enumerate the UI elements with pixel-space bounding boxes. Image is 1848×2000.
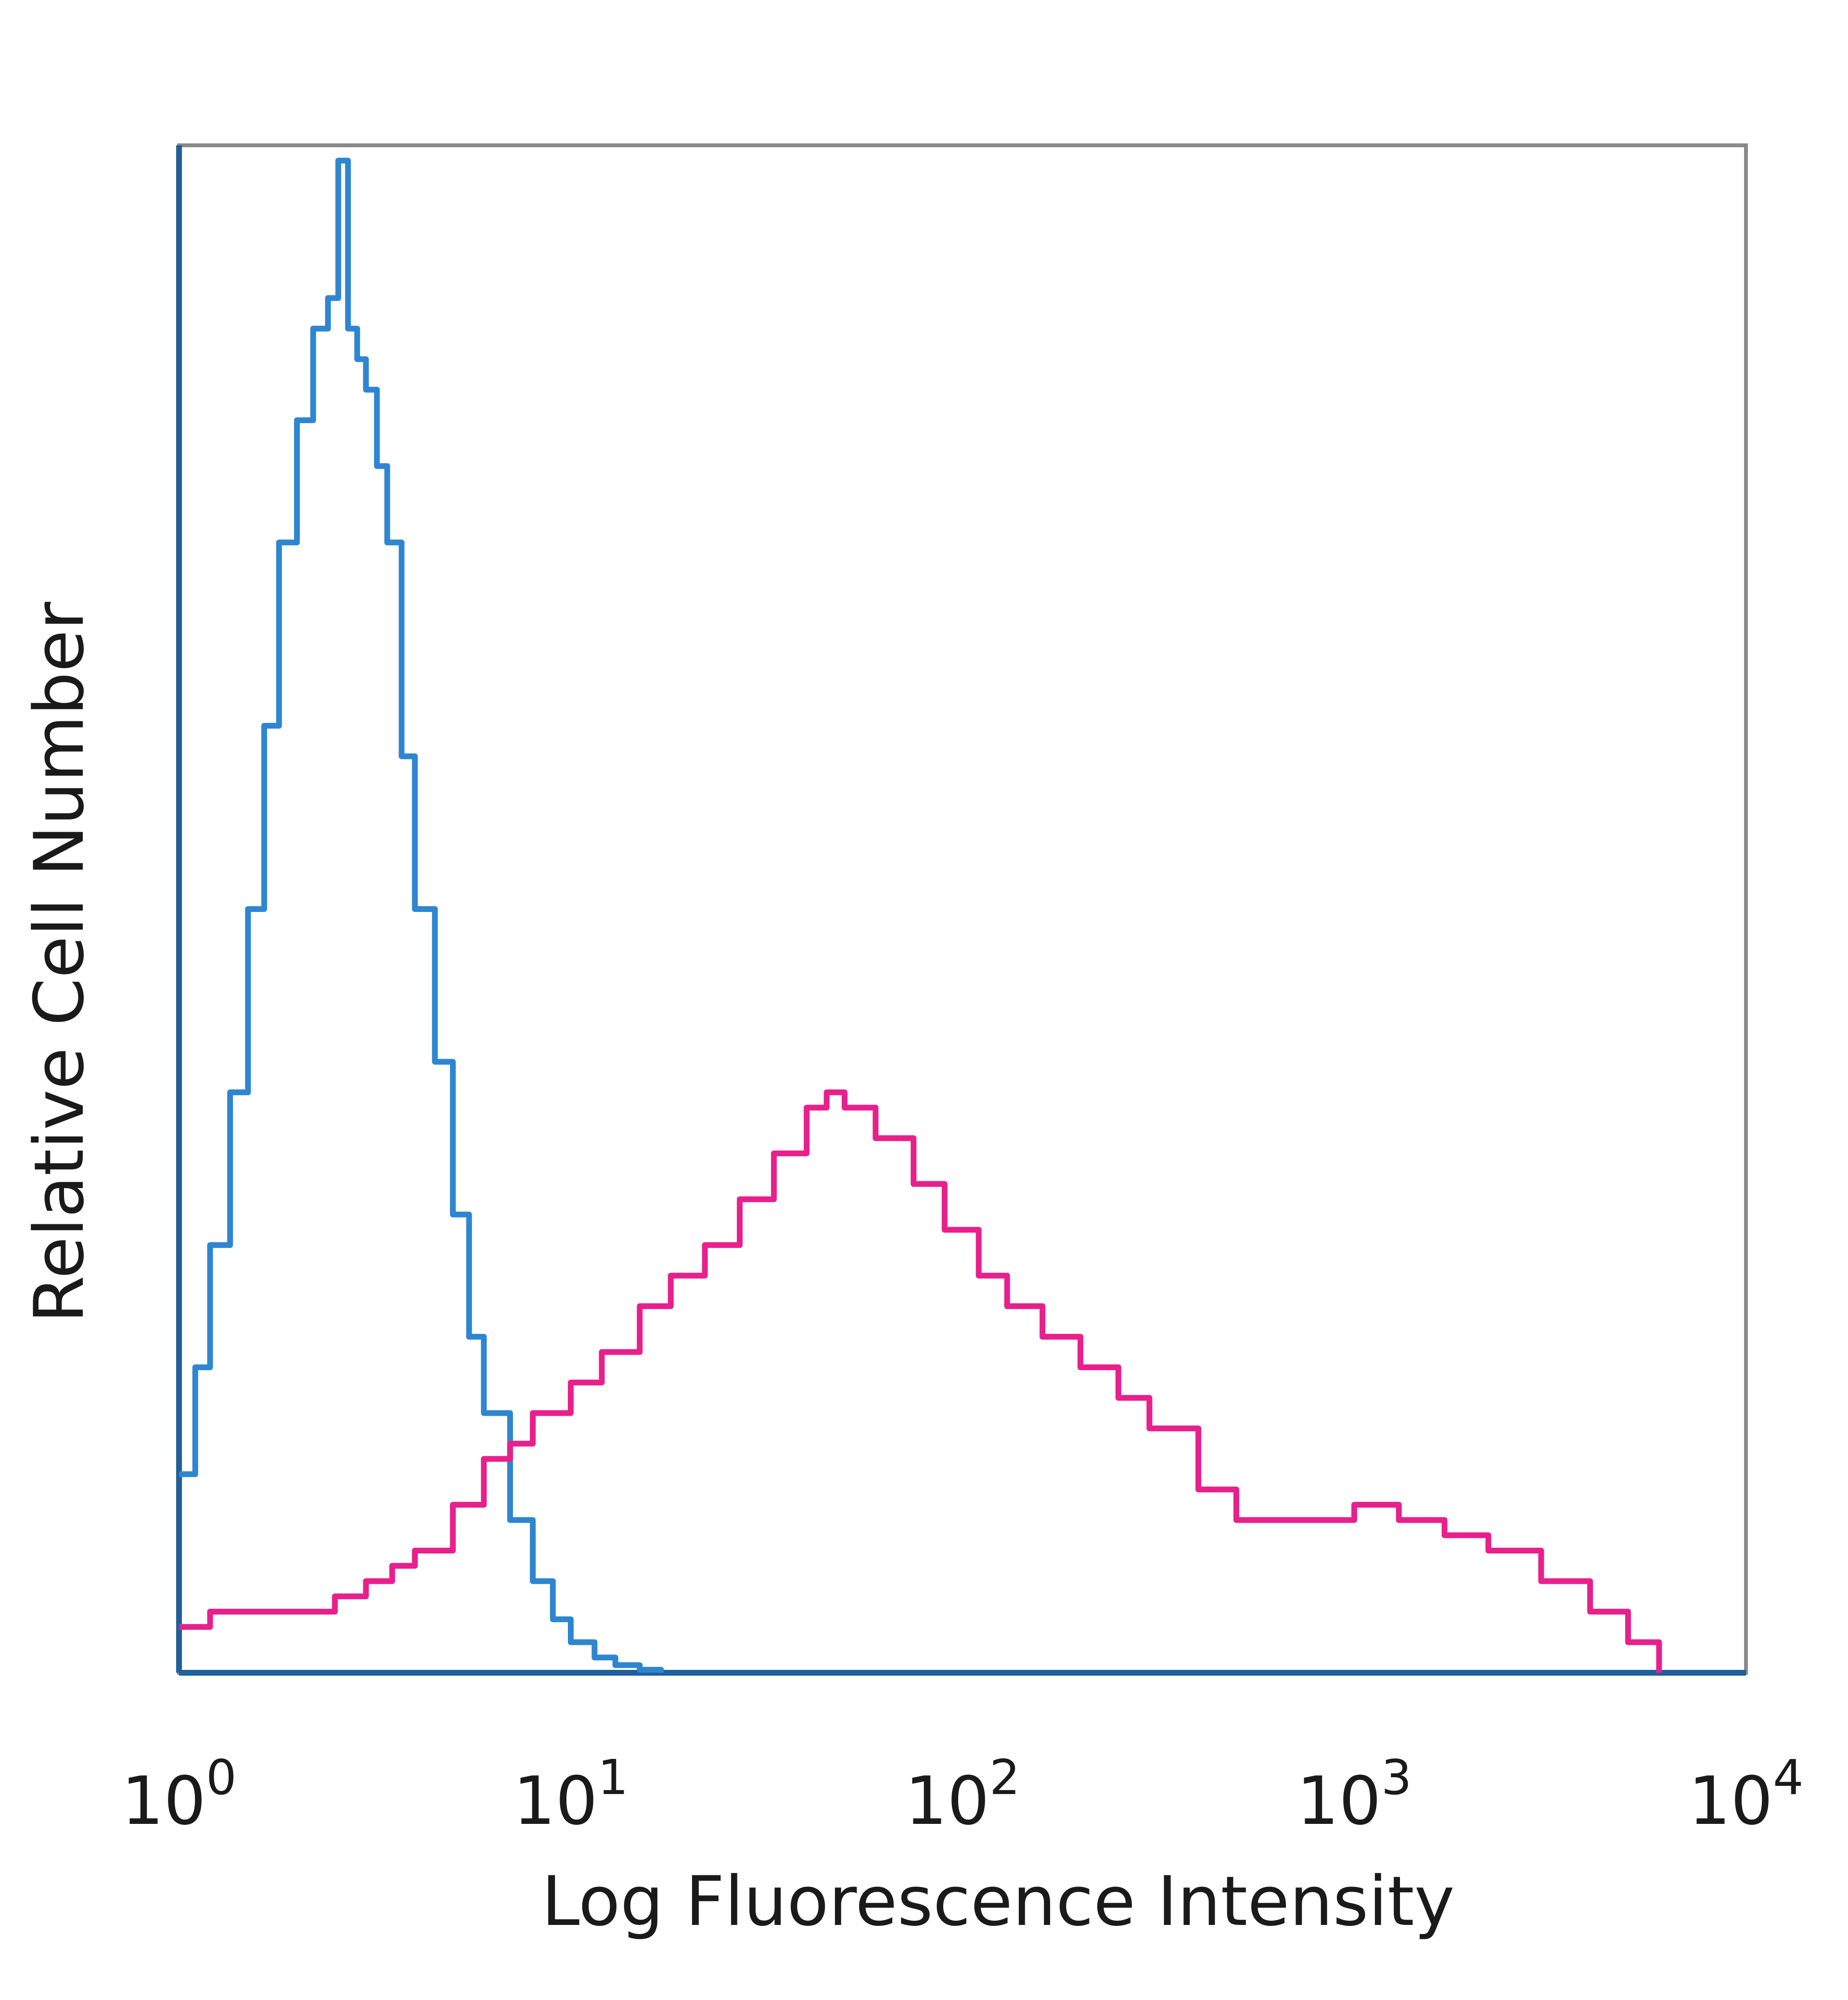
x-tick-exponent: 3 (1381, 1749, 1412, 1806)
x-tick-exponent: 0 (206, 1749, 237, 1806)
plot-area (176, 143, 1748, 1676)
x-tick-label-0: 100 (121, 1749, 236, 1840)
x-tick-exponent: 2 (989, 1749, 1020, 1806)
x-tick-label-3: 103 (1296, 1749, 1412, 1840)
series-line-2 (179, 1089, 1662, 1673)
x-tick-base: 10 (121, 1762, 206, 1840)
x-tick-base: 10 (905, 1762, 989, 1840)
series-line-1 (179, 157, 664, 1673)
x-tick-base: 10 (1296, 1762, 1381, 1840)
x-axis-title: Log Fluorescence Intensity (541, 1862, 1454, 1941)
x-tick-exponent: 1 (598, 1749, 629, 1806)
x-tick-label-1: 101 (513, 1749, 628, 1840)
x-tick-exponent: 4 (1773, 1749, 1804, 1806)
x-tick-labels: 100 101 102 103 104 (121, 1749, 1803, 1840)
x-tick-label-4: 104 (1688, 1749, 1803, 1840)
y-axis-title: Relative Cell Number (20, 602, 99, 1323)
x-tick-base: 10 (513, 1762, 598, 1840)
x-tick-base: 10 (1688, 1762, 1773, 1840)
x-tick-label-2: 102 (905, 1749, 1020, 1840)
